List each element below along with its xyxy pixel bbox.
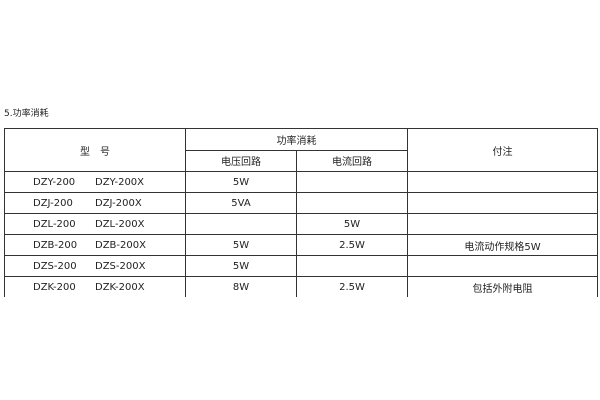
section-title: 5.功率消耗: [4, 109, 49, 119]
model-a: DZK-200: [33, 281, 76, 293]
table-row: DZB-200 DZB-200X 5W 2.5W 电流动作规格5W: [4, 234, 598, 256]
header-power-group: 功率消耗: [185, 128, 408, 151]
model-cell: DZS-200 DZS-200X: [4, 255, 186, 277]
current-cell: 2.5W: [296, 276, 408, 297]
header-current-circuit: 电流回路: [296, 149, 408, 172]
model-b: DZK-200X: [95, 281, 145, 293]
model-b: DZS-200X: [95, 260, 146, 272]
subheader-row: 电压回路 电流回路: [5, 149, 598, 172]
model-cell: DZL-200 DZL-200X: [4, 213, 186, 235]
model-cell: DZY-200 DZY-200X: [4, 171, 186, 193]
remarks-cell: 包括外附电阻: [407, 276, 598, 297]
power-consumption-table: 型 号 功率消耗 付注 电压回路 电流回路 DZY-200 DZY-200X 5W…: [4, 128, 598, 297]
remarks-cell: [407, 192, 598, 214]
model-a: DZB-200: [33, 239, 78, 251]
current-cell: [296, 255, 408, 277]
current-cell: 2.5W: [296, 234, 408, 256]
table-row: DZS-200 DZS-200X 5W: [4, 255, 598, 277]
header-remarks: 付注: [407, 128, 598, 172]
model-b: DZB-200X: [95, 239, 146, 251]
table-row: DZY-200 DZY-200X 5W: [4, 171, 598, 193]
voltage-cell: 5W: [185, 255, 297, 277]
model-b: DZL-200X: [95, 218, 145, 230]
header-voltage-circuit: 电压回路: [185, 149, 297, 172]
current-cell: [296, 171, 408, 193]
remarks-cell: 电流动作规格5W: [407, 234, 598, 256]
header-model: 型 号: [4, 128, 186, 172]
model-a: DZS-200: [33, 260, 77, 272]
model-cell: DZK-200 DZK-200X: [4, 276, 186, 297]
model-cell: DZB-200 DZB-200X: [4, 234, 186, 256]
model-cell: DZJ-200 DZJ-200X: [4, 192, 186, 214]
model-a: DZJ-200: [33, 197, 73, 209]
remarks-cell: [407, 213, 598, 235]
model-b: DZY-200X: [95, 176, 145, 188]
remarks-cell: [407, 171, 598, 193]
voltage-cell: 5W: [185, 171, 297, 193]
voltage-cell: 5W: [185, 234, 297, 256]
model-a: DZL-200: [33, 218, 76, 230]
voltage-cell: 8W: [185, 276, 297, 297]
current-cell: [296, 192, 408, 214]
remarks-cell: [407, 255, 598, 277]
model-b: DZJ-200X: [95, 197, 142, 209]
table-row: DZJ-200 DZJ-200X 5VA: [4, 192, 598, 214]
table-row: DZK-200 DZK-200X 8W 2.5W 包括外附电阻: [4, 276, 598, 297]
table-row: DZL-200 DZL-200X 5W: [4, 213, 598, 235]
voltage-cell: 5VA: [185, 192, 297, 214]
model-a: DZY-200: [33, 176, 76, 188]
current-cell: 5W: [296, 213, 408, 235]
header-row: 型 号 功率消耗 付注: [4, 128, 598, 172]
voltage-cell: [185, 213, 297, 235]
